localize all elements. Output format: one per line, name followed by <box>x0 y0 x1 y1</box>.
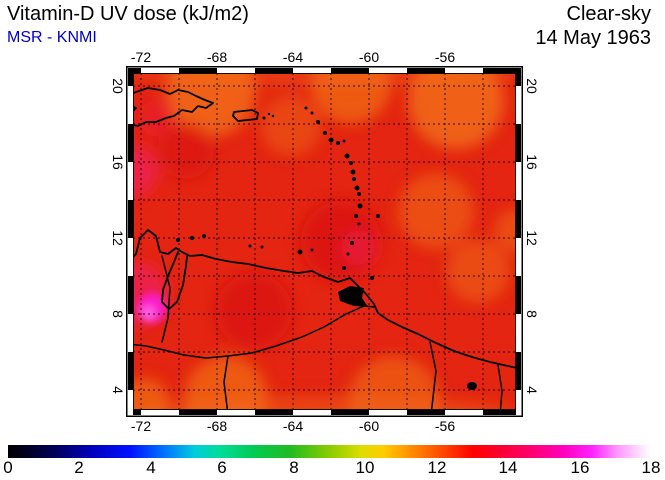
source-label: MSR - KNMI <box>7 29 97 46</box>
border-orinoco <box>128 305 375 359</box>
colorbar-tick-label: 14 <box>498 458 518 477</box>
colorbar-tick-label: 12 <box>427 458 447 477</box>
coastline-puerto-rico <box>232 109 259 122</box>
border-south-1 <box>223 355 229 415</box>
coastline-hispaniola <box>128 87 214 127</box>
colorbar-gradient <box>8 445 650 458</box>
border-south-3 <box>497 364 503 415</box>
lat-tick-label-right: 4 <box>524 386 540 394</box>
island-trinidad <box>338 286 368 307</box>
lat-tick-label-left: 16 <box>110 154 126 170</box>
lon-tick-label-top: -72 <box>130 49 152 65</box>
lat-tick-label-left: 4 <box>110 386 126 394</box>
lon-tick-label-top: -64 <box>282 49 304 65</box>
colorbar-tick-label: 6 <box>217 458 227 477</box>
border-south-2 <box>429 341 437 415</box>
lon-tick-label-bottom: -60 <box>358 418 380 434</box>
lat-tick-label-right: 8 <box>524 310 540 318</box>
colorbar-tick-label: 16 <box>570 458 590 477</box>
lon-tick-label-bottom: -64 <box>282 418 304 434</box>
lat-tick-label-left: 20 <box>110 78 126 94</box>
map-frame <box>126 66 523 417</box>
lon-tick-label-bottom: -56 <box>434 418 456 434</box>
condition-label: Clear-sky <box>566 3 651 25</box>
graticule-grid <box>128 68 521 415</box>
border-venezuela-colombia <box>161 255 171 343</box>
lat-tick-label-right: 16 <box>524 154 540 170</box>
coastline-south-america <box>128 229 521 370</box>
lon-tick-label-bottom: -72 <box>130 418 152 434</box>
colorbar-tick-label: 2 <box>74 458 84 477</box>
lat-tick-label-right: 20 <box>524 78 540 94</box>
dose-field <box>128 68 521 415</box>
lon-tick-label-top: -56 <box>434 49 456 65</box>
island-dots <box>176 106 477 390</box>
lon-tick-label-top: -60 <box>358 49 380 65</box>
colorbar-tick-label: 18 <box>641 458 661 477</box>
page-title: Vitamin-D UV dose (kJ/m2) <box>7 3 249 25</box>
colorbar-tick-label: 8 <box>289 458 299 477</box>
colorbar-tick-label: 4 <box>146 458 156 477</box>
colorbar-tick-label: 10 <box>355 458 375 477</box>
date-label: 14 May 1963 <box>535 27 651 49</box>
lon-tick-label-top: -68 <box>206 49 228 65</box>
uv-dose-map <box>126 66 523 417</box>
coastline-lake-maracaibo <box>161 251 188 310</box>
lat-tick-label-left: 12 <box>110 230 126 246</box>
lon-tick-label-bottom: -68 <box>206 418 228 434</box>
lat-tick-label-right: 12 <box>524 230 540 246</box>
map-plot <box>126 66 523 417</box>
lat-tick-label-left: 8 <box>110 310 126 318</box>
colorbar-tick-label: 0 <box>3 458 13 477</box>
